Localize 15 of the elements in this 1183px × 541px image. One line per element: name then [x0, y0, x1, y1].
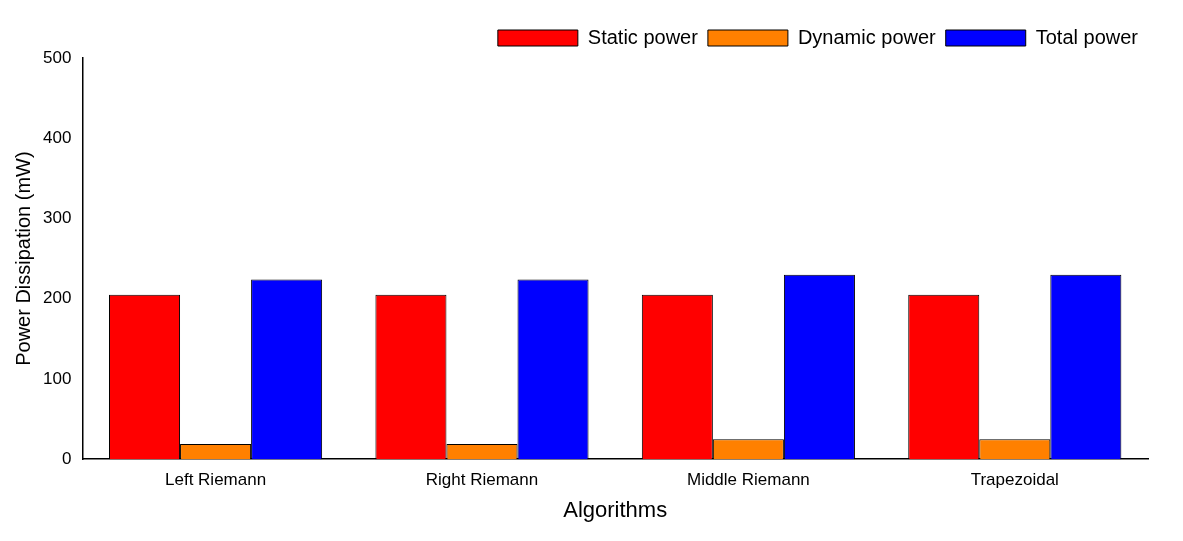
x-axis-title: Algorithms: [563, 496, 668, 522]
y-tick-label: 200: [42, 288, 72, 308]
legend-label: Static power: [587, 25, 699, 48]
legend-label: Total power: [1035, 25, 1139, 48]
y-tick-label: 0: [61, 448, 72, 468]
x-tick-label: Right Riemann: [425, 470, 539, 490]
y-tick-label: 400: [42, 127, 72, 147]
y-axis-title: Power Dissipation (mW): [11, 151, 34, 366]
y-tick-label: 100: [42, 368, 72, 388]
x-tick-label: Left Riemann: [165, 470, 267, 490]
y-tick-label: 300: [42, 208, 72, 228]
legend-label: Dynamic power: [797, 25, 937, 48]
x-tick-label: Trapezoidal: [970, 470, 1059, 490]
x-tick-label: Middle Riemann: [686, 470, 810, 490]
y-tick-label: 500: [42, 47, 72, 67]
